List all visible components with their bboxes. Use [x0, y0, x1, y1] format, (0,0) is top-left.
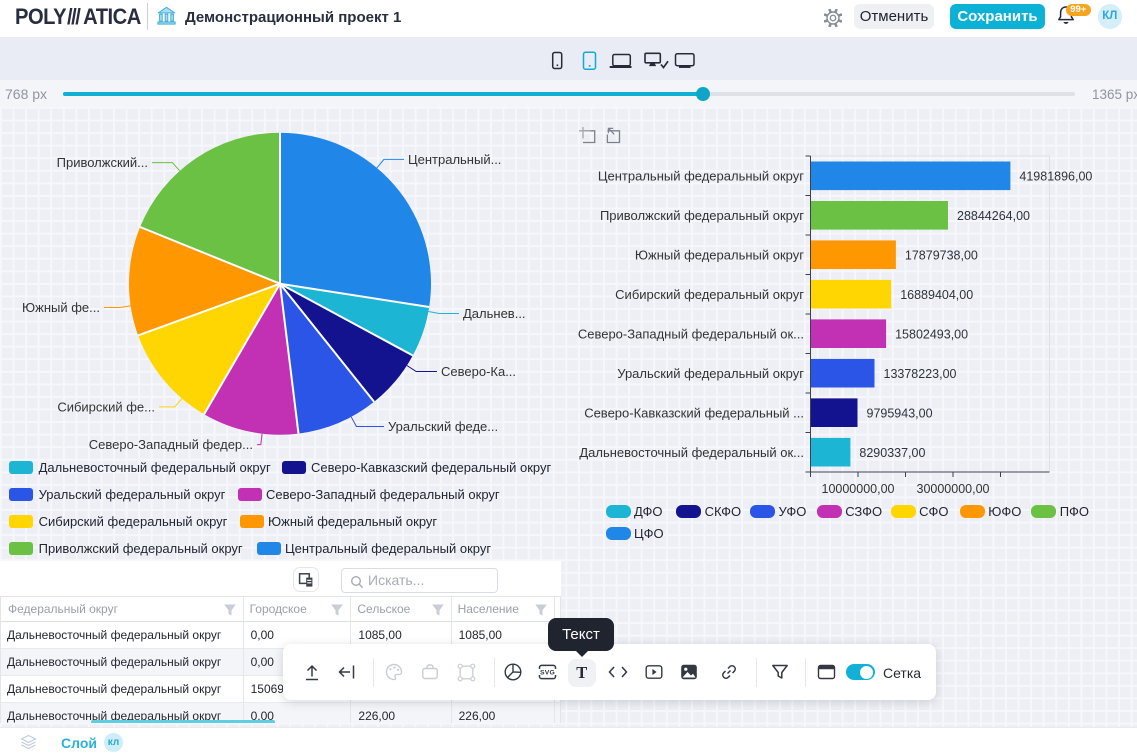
svg-text:Центральный...: Центральный... — [408, 152, 501, 167]
svg-text:8290337,00: 8290337,00 — [859, 446, 925, 460]
svg-text:Уральский феде...: Уральский феде... — [388, 419, 498, 434]
svg-text:Северо-Кавказский федеральный: Северо-Кавказский федеральный ... — [584, 406, 804, 421]
svg-text:16889404,00: 16889404,00 — [900, 288, 973, 302]
svg-text:Дальнев...: Дальнев... — [463, 306, 526, 321]
svg-text:Южный фе...: Южный фе... — [22, 300, 100, 315]
svg-text:SVG: SVG — [540, 669, 555, 676]
svg-text:Центральный федеральный округ: Центральный федеральный округ — [598, 169, 804, 184]
svg-text:15802493,00: 15802493,00 — [895, 328, 968, 342]
svg-text:Приволжский...: Приволжский... — [57, 155, 148, 170]
svg-text:Сибирский федеральный округ: Сибирский федеральный округ — [615, 287, 804, 302]
svg-text:17879738,00: 17879738,00 — [905, 249, 978, 263]
svg-text:9795943,00: 9795943,00 — [867, 407, 933, 421]
svg-text:10000000,00: 10000000,00 — [822, 482, 895, 496]
svg-text:Северо-Ка...: Северо-Ка... — [441, 364, 516, 379]
svg-text:41981896,00: 41981896,00 — [1019, 170, 1092, 184]
svg-text:Дальневосточный федеральный ок: Дальневосточный федеральный ок... — [579, 445, 804, 460]
svg-text:Сибирский фе...: Сибирский фе... — [57, 399, 155, 414]
svg-text:Уральский федеральный округ: Уральский федеральный округ — [617, 366, 804, 381]
svg-text:Приволжский федеральный округ: Приволжский федеральный округ — [600, 208, 804, 223]
svg-text:13378223,00: 13378223,00 — [884, 367, 957, 381]
svg-text:Северо-Западный федер...: Северо-Западный федер... — [89, 437, 253, 452]
svg-text:30000000,00: 30000000,00 — [917, 482, 990, 496]
svg-text:Южный федеральный округ: Южный федеральный округ — [635, 248, 804, 263]
svg-text:Северо-Западный федеральный ок: Северо-Западный федеральный ок... — [578, 327, 804, 342]
svg-text:28844264,00: 28844264,00 — [957, 209, 1030, 223]
